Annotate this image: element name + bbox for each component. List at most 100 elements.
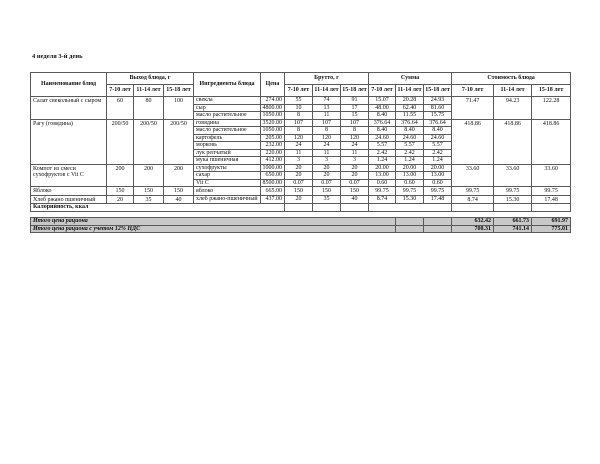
sum-cell: 8.40: [368, 111, 397, 120]
ingredient-cell: масло растительное: [193, 126, 261, 135]
header-ingredients: Ингредиенты блюда: [193, 72, 261, 97]
sum-cell: 15.07: [368, 96, 397, 105]
sum-cell: 15.75: [423, 111, 453, 120]
cost-cell: 33.60: [493, 163, 533, 187]
header-age: 15-18 лет: [339, 84, 370, 97]
sum-cell: 2.42: [395, 148, 425, 157]
output-cell: 150: [133, 186, 164, 196]
sum-cell: 24.60: [395, 133, 425, 142]
price-cell: 1000.00: [260, 163, 285, 172]
sum-cell: 24.60: [423, 133, 453, 142]
sum-cell: 20.00: [395, 163, 425, 172]
sum-cell: 62.40: [395, 103, 425, 112]
brutto-cell: 3: [312, 156, 341, 165]
brutto-cell: 8: [284, 111, 313, 120]
header-price: Цена: [260, 72, 285, 97]
sum-cell: 2.42: [423, 148, 453, 157]
ingredient-cell: сахар: [193, 171, 261, 180]
dish-name-cell: Яблоко: [30, 186, 107, 196]
dish-name-cell: Компот из смеси сухофруктов с Vit C: [30, 163, 107, 187]
menu-table: Наименование блюд Выход блюда, г Ингредиен…: [30, 72, 572, 212]
cost-cell: 418.86: [531, 118, 572, 165]
header-age: 7-10 лет: [368, 84, 397, 97]
sum-cell: 0.60: [423, 178, 453, 187]
header-age: 11-14 лет: [312, 84, 341, 97]
brutto-cell: 0.07: [339, 178, 370, 187]
cost-cell: 99.75: [451, 186, 495, 196]
sum-cell: 5.57: [395, 141, 425, 150]
brutto-cell: 150: [284, 186, 313, 196]
output-cell: 200/50: [133, 118, 164, 165]
price-cell: 665.00: [260, 186, 285, 196]
ingredient-cell: говядина: [193, 118, 261, 127]
output-cell: 80: [133, 96, 164, 120]
brutto-cell: 11: [339, 148, 370, 157]
sum-cell: 0.60: [368, 178, 397, 187]
header-age: 11-14 лет: [395, 84, 425, 97]
dish-name-cell: Хлеб ржано пшеничный: [30, 194, 107, 204]
cost-cell: 33.60: [531, 163, 572, 187]
cost-cell: 418.86: [451, 118, 495, 165]
output-cell: 60: [106, 96, 134, 120]
brutto-cell: 120: [312, 133, 341, 142]
brutto-cell: 20: [339, 163, 370, 172]
totals-label: Итого цена рациона с учетом 12% НДС: [30, 224, 396, 233]
price-cell: 1050.00: [260, 126, 285, 135]
cost-cell: 15.30: [493, 194, 533, 204]
dish-name-cell: Рагу (говядина): [30, 118, 107, 165]
output-cell: 150: [163, 186, 194, 196]
header-age: 11-14 лет: [493, 84, 533, 97]
totals-value: 708.31: [451, 224, 494, 233]
brutto-cell: 17: [339, 103, 370, 112]
empty-cell: [423, 224, 452, 233]
price-cell: 232.00: [260, 141, 285, 150]
totals-value: 632.42: [451, 217, 494, 226]
calories-label: Калорийность, ккал: [30, 203, 285, 212]
page-title: 4 неделя 3-й день: [32, 53, 83, 60]
brutto-cell: 20: [339, 171, 370, 180]
sum-cell: 13.00: [395, 171, 425, 180]
sum-cell: 99.75: [395, 186, 425, 196]
brutto-cell: 20: [284, 163, 313, 172]
output-cell: 200: [106, 163, 134, 187]
price-cell: 4800.00: [260, 103, 285, 112]
brutto-cell: 8: [339, 126, 370, 135]
ingredient-cell: мука пшеничная: [193, 156, 261, 165]
brutto-cell: 20: [312, 171, 341, 180]
price-cell: 274.00: [260, 96, 285, 105]
sum-cell: 81.60: [423, 103, 453, 112]
sum-cell: 11.55: [395, 111, 425, 120]
cost-cell: 418.86: [493, 118, 533, 165]
header-age: 15-18 лет: [163, 84, 194, 97]
price-cell: 1050.00: [260, 111, 285, 120]
brutto-cell: 24: [312, 141, 341, 150]
totals-table: Итого цена рациона 632.42 661.73 691.97 Итог…: [30, 217, 571, 233]
price-cell: 220.00: [260, 148, 285, 157]
brutto-cell: 120: [339, 133, 370, 142]
header-age: 7-10 лет: [451, 84, 495, 97]
output-cell: 40: [163, 194, 194, 204]
output-cell: 200/50: [163, 118, 194, 165]
price-cell: 8500.00: [260, 178, 285, 187]
ingredient-cell: масло растительное: [193, 111, 261, 120]
header-age: 11-14 лет: [133, 84, 164, 97]
empty-cell: [339, 203, 370, 212]
totals-value: 775.01: [531, 224, 571, 233]
brutto-cell: 20: [284, 194, 313, 204]
sum-cell: 20.00: [423, 163, 453, 172]
sum-cell: 13.00: [423, 171, 453, 180]
price-cell: 205.00: [260, 133, 285, 142]
header-age: 7-10 лет: [284, 84, 313, 97]
sum-cell: 1.24: [423, 156, 453, 165]
empty-cell: [451, 203, 495, 212]
brutto-cell: 20: [284, 171, 313, 180]
brutto-cell: 40: [339, 194, 370, 204]
price-cell: 650.00: [260, 171, 285, 180]
price-cell: 437.00: [260, 194, 285, 204]
sum-cell: 24.60: [368, 133, 397, 142]
price-cell: 412.00: [260, 156, 285, 165]
brutto-cell: 150: [339, 186, 370, 196]
header-sum: Сумма: [368, 72, 453, 85]
brutto-cell: 74: [312, 96, 341, 105]
sum-cell: 20.28: [395, 96, 425, 105]
